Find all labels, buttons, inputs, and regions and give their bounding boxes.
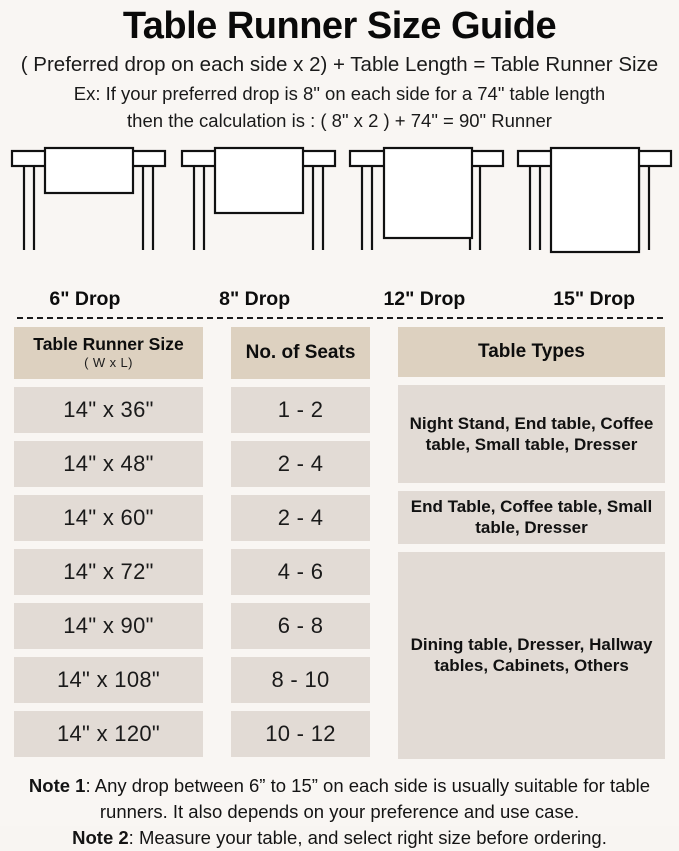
table-diagram-15-drop: [516, 146, 673, 253]
table-row: 14" x 36": [14, 386, 203, 433]
table-row: 14" x 108": [14, 656, 203, 703]
formula-text: ( Preferred drop on each side x 2) + Tab…: [20, 53, 659, 77]
table-row: 8 - 10: [231, 656, 370, 703]
column-table-types: Table Types Night Stand, End table, Coff…: [398, 326, 665, 759]
column-header-seats: No. of Seats: [231, 326, 370, 379]
column-seats: No. of Seats 1 - 2 2 - 4 2 - 4 4 - 6 6 -…: [231, 326, 370, 759]
page-title: Table Runner Size Guide: [122, 5, 557, 47]
table-diagram-6-drop: [10, 146, 167, 250]
drop-label-15: 15" Drop: [553, 287, 636, 310]
table-diagram-8-drop: [180, 146, 337, 250]
column-runner-size: Table Runner Size ( W x L) 14" x 36" 14"…: [14, 326, 203, 759]
table-row: 14" x 90": [14, 602, 203, 649]
example-line-1: Ex: If your preferred drop is 8" on each…: [73, 82, 606, 104]
header-block: Table Runner Size Guide ( Preferred drop…: [0, 0, 679, 134]
table-types-group-1: Night Stand, End table, Coffee table, Sm…: [398, 385, 665, 484]
drop-label-row: 6" Drop 8" Drop 12" Drop 15" Drop: [0, 288, 679, 314]
column-header-runner-size: Table Runner Size ( W x L): [14, 326, 203, 379]
note-1: Note 1: Any drop between 6” to 15” on ea…: [8, 773, 671, 826]
table-types-group-3: Dining table, Dresser, Hallway tables, C…: [398, 551, 665, 759]
table-row: 14" x 60": [14, 494, 203, 541]
note-1-label: Note 1: [28, 774, 86, 796]
note-1-text: : Any drop between 6” to 15” on each sid…: [85, 774, 651, 822]
table-row: 2 - 4: [231, 440, 370, 487]
size-table: Table Runner Size ( W x L) 14" x 36" 14"…: [0, 326, 679, 767]
section-divider: [16, 316, 663, 319]
note-2-text: : Measure your table, and select right s…: [128, 827, 607, 849]
table-row: 14" x 72": [14, 548, 203, 595]
note-2-label: Note 2: [72, 827, 129, 849]
drop-label-8: 8" Drop: [219, 287, 291, 310]
table-row: 10 - 12: [231, 710, 370, 757]
drop-label-12: 12" Drop: [383, 287, 466, 310]
column-header-table-types: Table Types: [398, 326, 665, 378]
table-row: 4 - 6: [231, 548, 370, 595]
table-types-group-2: End Table, Coffee table, Small table, Dr…: [398, 491, 665, 544]
column-header-table-types-title: Table Types: [478, 341, 585, 363]
notes-block: Note 1: Any drop between 6” to 15” on ea…: [0, 773, 679, 851]
table-row: 14" x 120": [14, 710, 203, 757]
table-row: 2 - 4: [231, 494, 370, 541]
column-header-runner-size-sub: ( W x L): [84, 354, 133, 370]
example-line-2: then the calculation is : ( 8" x 2 ) + 7…: [127, 110, 552, 132]
note-2: Note 2: Measure your table, and select r…: [8, 825, 671, 851]
drop-label-6: 6" Drop: [49, 287, 121, 310]
column-header-seats-title: No. of Seats: [245, 341, 356, 363]
table-diagram-12-drop: [348, 146, 505, 250]
table-row: 6 - 8: [231, 602, 370, 649]
drop-diagrams: [0, 140, 679, 288]
table-row: 1 - 2: [231, 386, 370, 433]
column-header-runner-size-title: Table Runner Size: [33, 334, 184, 355]
drop-diagrams-svg: [10, 146, 673, 253]
table-row: 14" x 48": [14, 440, 203, 487]
